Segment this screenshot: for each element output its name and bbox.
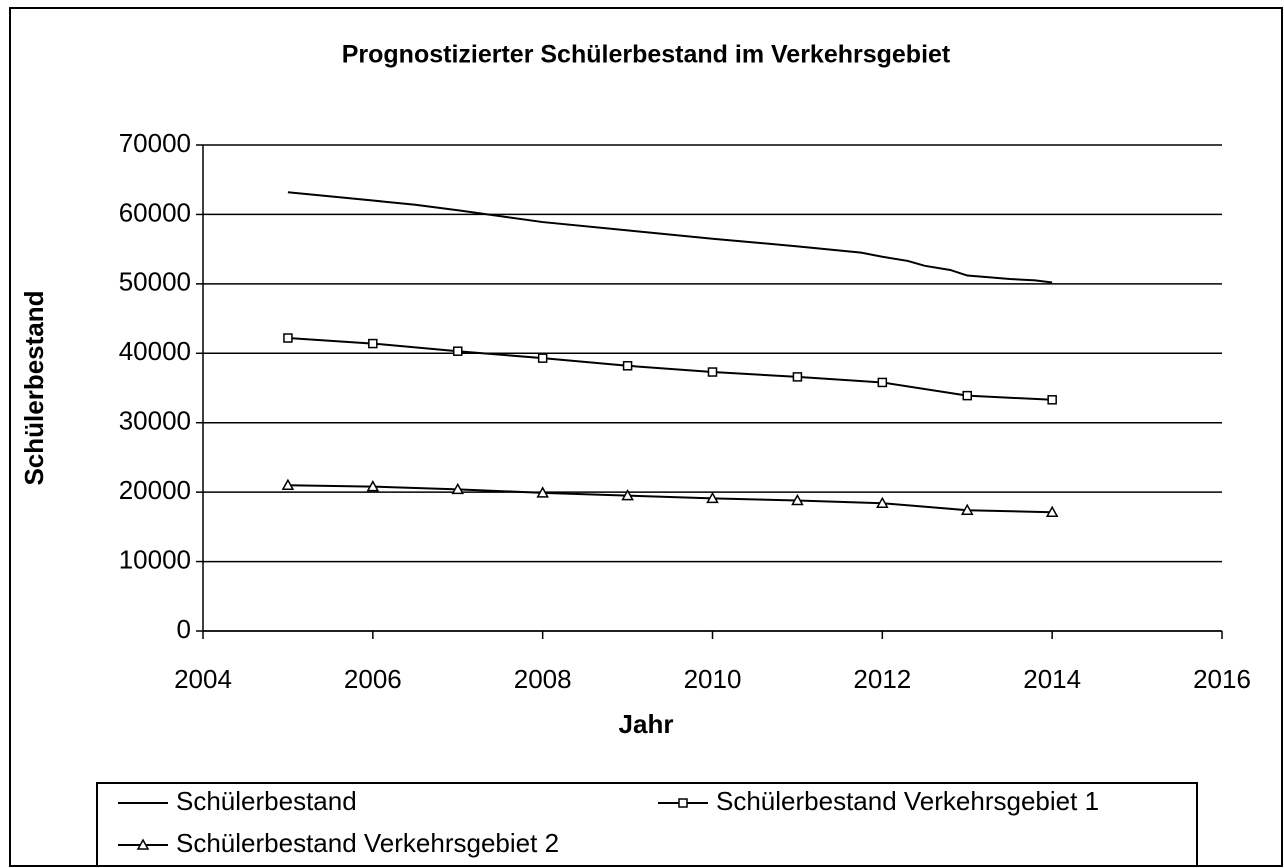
y-axis-label: Schülerbestand [19, 290, 49, 485]
y-tick-label: 50000 [119, 267, 191, 297]
marker-triangle [876, 496, 889, 509]
x-axis-label: Jahr [619, 709, 674, 739]
marker-triangle [960, 503, 974, 515]
x-tick-label: 2016 [1193, 664, 1251, 694]
marker-triangle [621, 489, 634, 501]
marker-square [877, 377, 888, 388]
marker-square [792, 372, 803, 382]
y-tick-label: 10000 [119, 544, 191, 574]
y-tick-label: 70000 [119, 128, 191, 158]
x-tick-label: 2012 [853, 664, 911, 694]
legend [96, 782, 1198, 867]
marker-square [707, 367, 718, 377]
marker-triangle [451, 482, 465, 495]
legend-label: Schülerbestand Verkehrsgebiet 1 [716, 786, 1099, 816]
y-tick-label: 0 [177, 614, 191, 644]
x-tick-label: 2010 [684, 664, 742, 694]
x-tick-label: 2014 [1023, 664, 1081, 694]
series-line [287, 191, 1053, 284]
marker-square [1047, 395, 1057, 405]
legend-label: Schülerbestand [176, 786, 357, 816]
marker-square [368, 338, 378, 349]
marker-triangle [136, 838, 150, 850]
y-tick-label: 20000 [119, 475, 191, 505]
marker-triangle [536, 486, 549, 498]
y-tick-label: 30000 [119, 406, 191, 436]
chart-title: Prognostizierter Schülerbestand im Verke… [342, 41, 951, 69]
marker-square [537, 353, 548, 363]
legend-label: Schülerbestand Verkehrsgebiet 2 [176, 828, 559, 858]
marker-triangle [281, 478, 295, 490]
marker-triangle [706, 491, 719, 504]
y-tick-label: 60000 [119, 197, 191, 227]
series-line [287, 484, 1053, 514]
y-tick-label: 40000 [119, 336, 191, 366]
series-line [287, 337, 1053, 401]
x-tick-label: 2008 [514, 664, 572, 694]
marker-square [283, 333, 293, 343]
marker-square [962, 390, 972, 401]
marker-triangle [791, 493, 804, 506]
x-tick-label: 2004 [174, 664, 232, 694]
marker-square [678, 798, 688, 808]
chart-border [9, 7, 1283, 867]
marker-triangle [366, 480, 380, 492]
marker-triangle [1045, 505, 1059, 518]
marker-square [453, 346, 463, 356]
marker-square [622, 361, 633, 371]
x-tick-label: 2006 [344, 664, 402, 694]
